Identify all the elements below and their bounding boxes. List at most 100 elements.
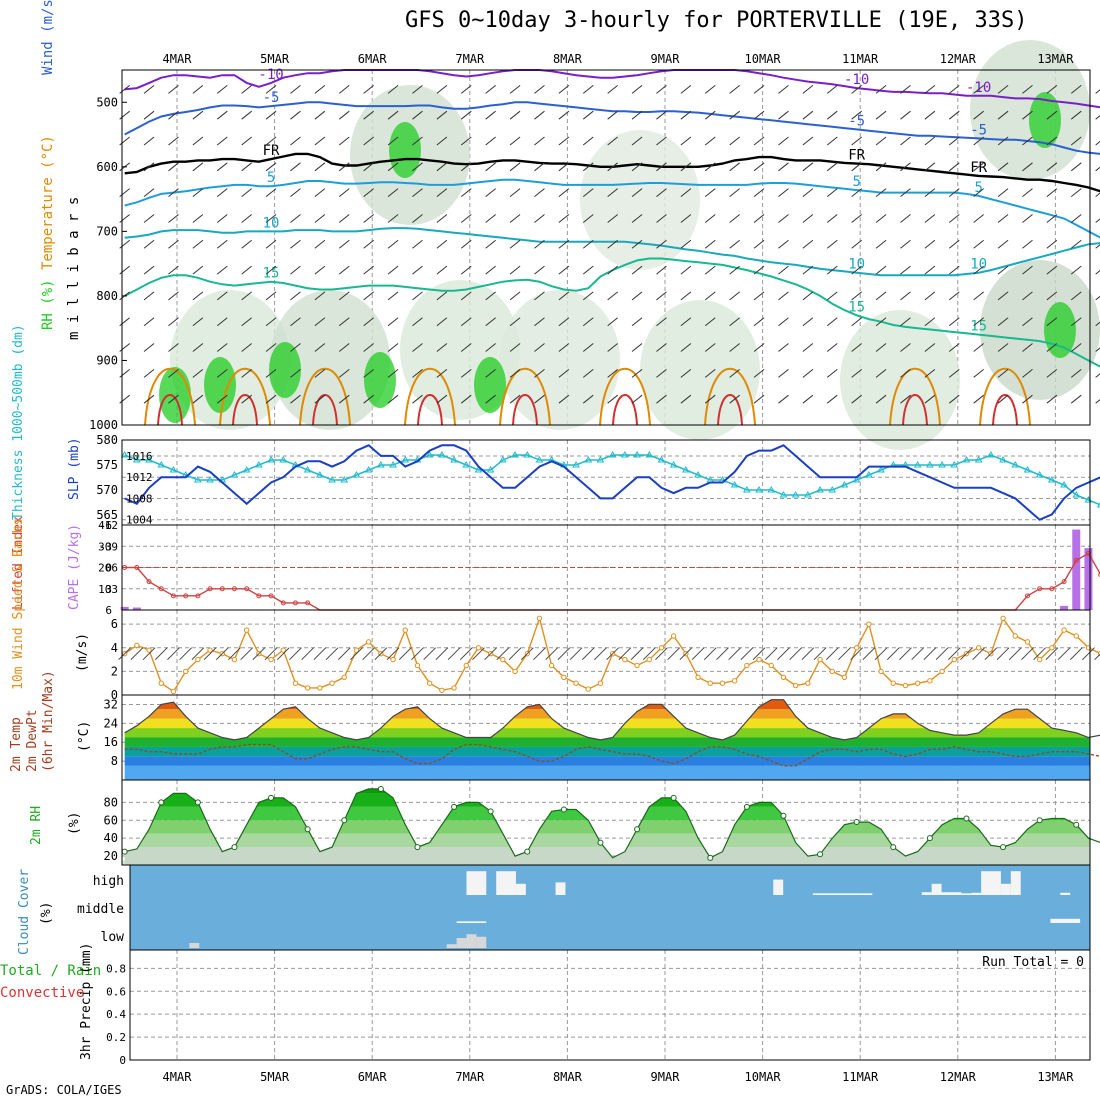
wind-barb (119, 188, 130, 198)
wind-barb (290, 368, 301, 378)
wind-speed-point (207, 647, 213, 653)
rh-tick-label: 20 (104, 849, 118, 863)
wind-barb (338, 110, 350, 120)
wind-barb (948, 291, 960, 301)
wind-barb (900, 110, 911, 120)
wind-barb (680, 343, 692, 352)
rh-point (121, 848, 128, 855)
isotherm-warm (144, 367, 196, 426)
wind-barb (1070, 343, 1082, 352)
wind-barb (924, 110, 936, 120)
wind-barb (436, 291, 448, 301)
wind-barb (558, 343, 570, 352)
wind-barb (582, 214, 594, 223)
thickness-point (572, 461, 580, 468)
wind-barb (948, 265, 960, 275)
wind-barb (216, 188, 228, 198)
wind-barb (192, 317, 204, 327)
thickness-point (230, 471, 239, 478)
wind-barb (241, 188, 252, 198)
y-tick-label: 500 (96, 95, 118, 109)
wind-barb (875, 188, 887, 198)
wind-barb-10m (752, 647, 766, 661)
x-tick-label-top: 6MAR (358, 52, 388, 66)
wind-barb (924, 239, 936, 249)
humidity-core (474, 357, 506, 413)
wind-barb (753, 136, 765, 146)
temp-ylabel: (6hr Min/Max) (41, 670, 56, 772)
wind-speed-point (182, 668, 189, 675)
wind-barb (509, 265, 521, 275)
wind-barb (729, 265, 740, 275)
wind-barb (143, 84, 155, 94)
wind-barb-10m (264, 647, 278, 661)
isotherm-hot (992, 394, 1018, 426)
wind-barb (680, 136, 692, 146)
thickness-point (389, 461, 397, 468)
wind-barb-10m (1082, 647, 1095, 661)
wind-barb (241, 317, 252, 327)
rh-point (817, 851, 824, 858)
wind-barb (1070, 239, 1082, 249)
wind-speed-point (512, 668, 518, 675)
cloud-ylabel-unit: (%) (39, 902, 54, 925)
wind-barb (900, 291, 911, 301)
wind-barb (192, 368, 204, 378)
wind-barb (1022, 239, 1033, 249)
wind-barb (241, 84, 252, 94)
wind-barb (802, 214, 814, 223)
wind-barb (753, 239, 765, 249)
wind-barb-10m (386, 647, 400, 661)
wind-barb (1046, 343, 1058, 352)
wind-barb (265, 239, 277, 249)
isotherm-label: 10 (263, 215, 280, 231)
slp-line (124, 444, 1100, 521)
wind-speed-point (817, 656, 823, 663)
wind-barb (534, 317, 545, 327)
wind-barb-10m (972, 647, 986, 661)
wind-barb (290, 317, 301, 327)
cloud-ylabel: Cloud Cover (17, 869, 32, 955)
run-total-annotation: Run Total = 0 (982, 955, 1084, 970)
wind-barb (997, 188, 1009, 198)
wind-barb (265, 162, 277, 172)
wind-barb-10m (154, 647, 168, 661)
wind-speed-point (1036, 656, 1043, 663)
wind-barb (558, 368, 570, 378)
rh-ylabel-unit: (%) (67, 812, 82, 835)
wind-barb (826, 343, 838, 352)
wind-barb (826, 394, 838, 404)
cape-bar (132, 607, 141, 610)
thickness-point (950, 461, 959, 468)
rh-point (707, 854, 714, 861)
wind-barb (973, 343, 984, 352)
x-tick-label-bottom: 12MAR (940, 1070, 977, 1084)
cloud-block (971, 892, 982, 895)
wind-barb-10m (484, 647, 498, 661)
wind-barb (485, 136, 496, 146)
wind-barb-10m (911, 647, 925, 661)
wind-barb (924, 368, 936, 378)
wind-barb (412, 368, 423, 378)
wind-barb (509, 317, 521, 327)
upper-air-ylabel: Wind (m/s) (40, 0, 56, 75)
wind-barb (826, 110, 838, 120)
wind-barb-10m (923, 647, 937, 661)
wind-barb (119, 214, 130, 223)
wind-barb (875, 110, 887, 120)
wind-barb (387, 84, 399, 94)
wind-speed-point (304, 685, 311, 691)
wind-barb (192, 136, 204, 146)
wind-barb (851, 265, 862, 275)
thickness-point (242, 466, 251, 473)
wind-barb (582, 394, 594, 404)
wind-barb (460, 214, 472, 223)
wind-speed-point (927, 678, 933, 684)
li-point (268, 593, 274, 599)
wind-barb (460, 368, 472, 378)
precip-ylabel: 3hr Precip (mm) (79, 943, 94, 1060)
wind-barb (704, 239, 716, 249)
cape-tick-label: 412 (98, 519, 118, 532)
wind-barb (875, 394, 887, 404)
wind-barb (1095, 399, 1100, 404)
